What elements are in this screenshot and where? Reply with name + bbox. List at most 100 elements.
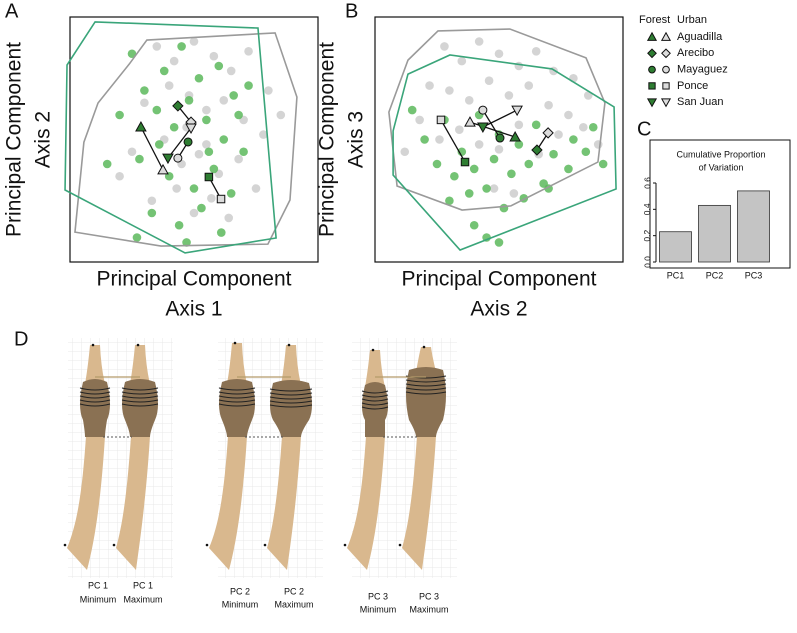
data-point — [435, 135, 444, 144]
data-point — [564, 110, 573, 120]
data-point — [184, 96, 194, 105]
pair-link — [482, 109, 518, 128]
data-point — [581, 147, 591, 157]
convex-hull — [64, 21, 277, 254]
data-point — [407, 105, 417, 115]
data-point — [514, 61, 524, 71]
urban-mean — [185, 123, 197, 135]
data-point — [432, 159, 442, 169]
neck — [416, 347, 436, 372]
plot-frame — [649, 139, 791, 269]
x-tick-label: PC1 — [667, 270, 685, 280]
legend-marker — [662, 65, 670, 74]
pair-link — [167, 127, 192, 159]
stem — [209, 436, 247, 570]
legend-marker — [646, 31, 658, 41]
ring — [218, 395, 256, 399]
data-point — [197, 203, 206, 213]
data-point — [140, 98, 149, 108]
forest-mean — [495, 133, 505, 143]
bar — [737, 190, 770, 263]
shape-label: PC 1 — [133, 580, 153, 590]
ring — [361, 402, 389, 406]
data-point — [152, 105, 162, 115]
data-point — [202, 105, 211, 115]
urban-mean — [511, 105, 523, 117]
legend-label: Aguadilla — [677, 31, 723, 43]
forest-mean — [509, 131, 521, 142]
shape-label: Minimum — [360, 604, 397, 614]
urban-mean — [436, 115, 446, 125]
data-point — [169, 122, 179, 132]
ring — [269, 392, 313, 396]
data-point — [474, 37, 484, 46]
forest-mean — [204, 172, 214, 182]
data-point — [202, 140, 211, 149]
data-point — [425, 81, 434, 90]
y-axis-label: Axis 2 — [32, 111, 55, 168]
data-point — [189, 184, 199, 193]
forest-mean — [460, 157, 470, 167]
bar — [698, 204, 731, 263]
data-point — [202, 115, 211, 125]
panel-label: D — [14, 328, 28, 350]
shape-label: Minimum — [222, 599, 259, 609]
data-point — [457, 56, 467, 66]
shape-label: PC 3 — [419, 591, 439, 601]
y-axis-label: Principal Component — [3, 42, 26, 237]
data-point — [204, 147, 214, 157]
neck — [85, 345, 105, 384]
data-point — [194, 73, 204, 83]
shape-label: PC 3 — [368, 591, 388, 601]
data-point — [174, 220, 184, 230]
neck — [227, 343, 247, 384]
data-point — [264, 86, 273, 95]
legend-marker — [662, 82, 670, 90]
ring — [361, 390, 389, 394]
ring — [121, 391, 159, 395]
landmark — [112, 543, 116, 547]
ring — [218, 387, 256, 391]
data-point — [524, 159, 534, 169]
pair-link — [469, 121, 516, 138]
data-point — [554, 130, 563, 139]
data-point — [588, 122, 598, 132]
landmark — [63, 543, 67, 547]
bar — [659, 231, 692, 263]
panel-label: C — [637, 118, 651, 140]
data-point — [147, 196, 157, 206]
data-point — [127, 49, 137, 59]
landmark — [205, 543, 209, 547]
legend-marker — [661, 48, 671, 59]
bulb — [80, 379, 110, 437]
panel-label: A — [5, 0, 19, 22]
x-tick-label: PC3 — [745, 270, 763, 280]
x-axis-label: Principal Component — [402, 268, 597, 291]
data-point — [216, 228, 226, 237]
ring — [269, 400, 313, 404]
ring — [79, 403, 111, 407]
ring — [79, 391, 111, 395]
neck — [281, 345, 301, 385]
stem — [347, 436, 385, 570]
x-axis-label: Axis 1 — [165, 298, 222, 321]
data-point — [115, 171, 124, 181]
data-point — [251, 184, 261, 193]
data-point — [159, 66, 169, 76]
shape-label: Maximum — [274, 599, 313, 609]
data-point — [226, 66, 236, 76]
data-point — [415, 115, 424, 125]
stem — [267, 436, 301, 570]
data-point — [102, 159, 112, 169]
urban-mean — [542, 127, 554, 139]
landmark — [422, 345, 426, 349]
ring — [405, 379, 447, 383]
data-point — [244, 47, 253, 56]
forest-mean — [531, 144, 543, 156]
ring — [269, 396, 313, 400]
data-point — [507, 169, 516, 179]
data-point — [132, 233, 142, 242]
stem — [402, 436, 436, 570]
shape-label: Maximum — [123, 594, 162, 604]
landmark — [371, 348, 375, 352]
